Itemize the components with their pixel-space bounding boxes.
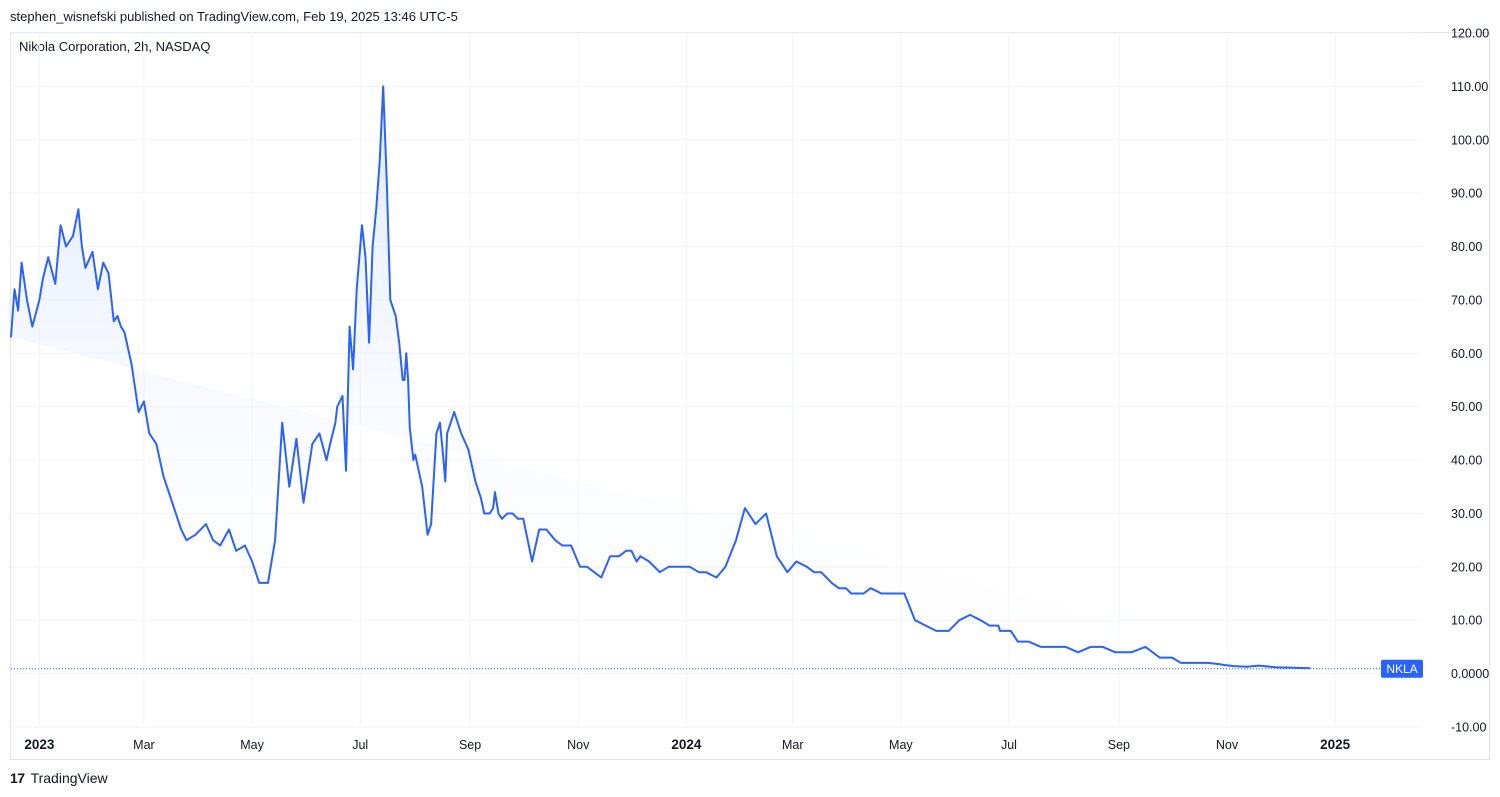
y-tick-label: 120.00: [1451, 27, 1489, 41]
brand-name[interactable]: TradingView: [30, 770, 108, 786]
y-tick-label: 70.00: [1451, 293, 1482, 307]
y-tick-label: 100.00: [1451, 133, 1489, 147]
y-tick-label: 0.0000: [1451, 667, 1489, 681]
y-tick-label: 80.00: [1451, 240, 1482, 254]
x-tick-label: Nov: [567, 738, 590, 752]
price-area: [11, 86, 1311, 669]
x-tick-label: 2023: [24, 737, 55, 752]
x-tick-label: May: [889, 738, 913, 752]
ticker-badge: [1381, 659, 1423, 678]
x-tick-label: Nov: [1216, 738, 1239, 752]
x-tick-label: Jul: [1001, 738, 1017, 752]
publish-attribution: stephen_wisnefski published on TradingVi…: [10, 9, 458, 24]
y-tick-label: 10.00: [1451, 614, 1482, 628]
x-tick-label: 2025: [1320, 737, 1351, 752]
y-tick-label: 50.00: [1451, 400, 1482, 414]
y-tick-label: -10.00: [1451, 721, 1486, 735]
symbol-title: Nikola Corporation, 2h, NASDAQ: [19, 39, 211, 54]
y-tick-label: 60.00: [1451, 347, 1482, 361]
last-price-badge: NKLA: [11, 659, 1423, 678]
x-tick-label: 2024: [671, 737, 702, 752]
x-tick-label: Sep: [1108, 738, 1130, 752]
x-tick-label: Mar: [782, 738, 804, 752]
x-tick-label: Mar: [133, 738, 155, 752]
price-line: [10, 85, 1311, 670]
area-fill: [11, 86, 1311, 669]
x-axis: 2023 Mar May Jul Sep Nov 2024 Mar May Jul Sep Nov 20…: [24, 737, 1350, 752]
y-tick-label: 90.00: [1451, 187, 1482, 201]
tradingview-logo-icon[interactable]: 17: [10, 770, 25, 786]
y-tick-label: 40.00: [1451, 454, 1482, 468]
x-tick-label: Jul: [352, 738, 368, 752]
y-tick-label: 110.00: [1451, 80, 1488, 94]
grid: [11, 32, 1422, 728]
ticker-badge-label: NKLA: [1386, 662, 1417, 676]
price-line-path: [10, 85, 1311, 670]
y-tick-label: 30.00: [1451, 507, 1482, 521]
footer: 17 TradingView: [10, 770, 108, 786]
y-axis: 120.00 110.00 100.00 90.00 80.00 70.00 60.00 50…: [1451, 27, 1489, 735]
x-tick-label: May: [240, 738, 264, 752]
x-tick-label: Sep: [459, 738, 481, 752]
y-tick-label: 20.00: [1451, 560, 1482, 574]
